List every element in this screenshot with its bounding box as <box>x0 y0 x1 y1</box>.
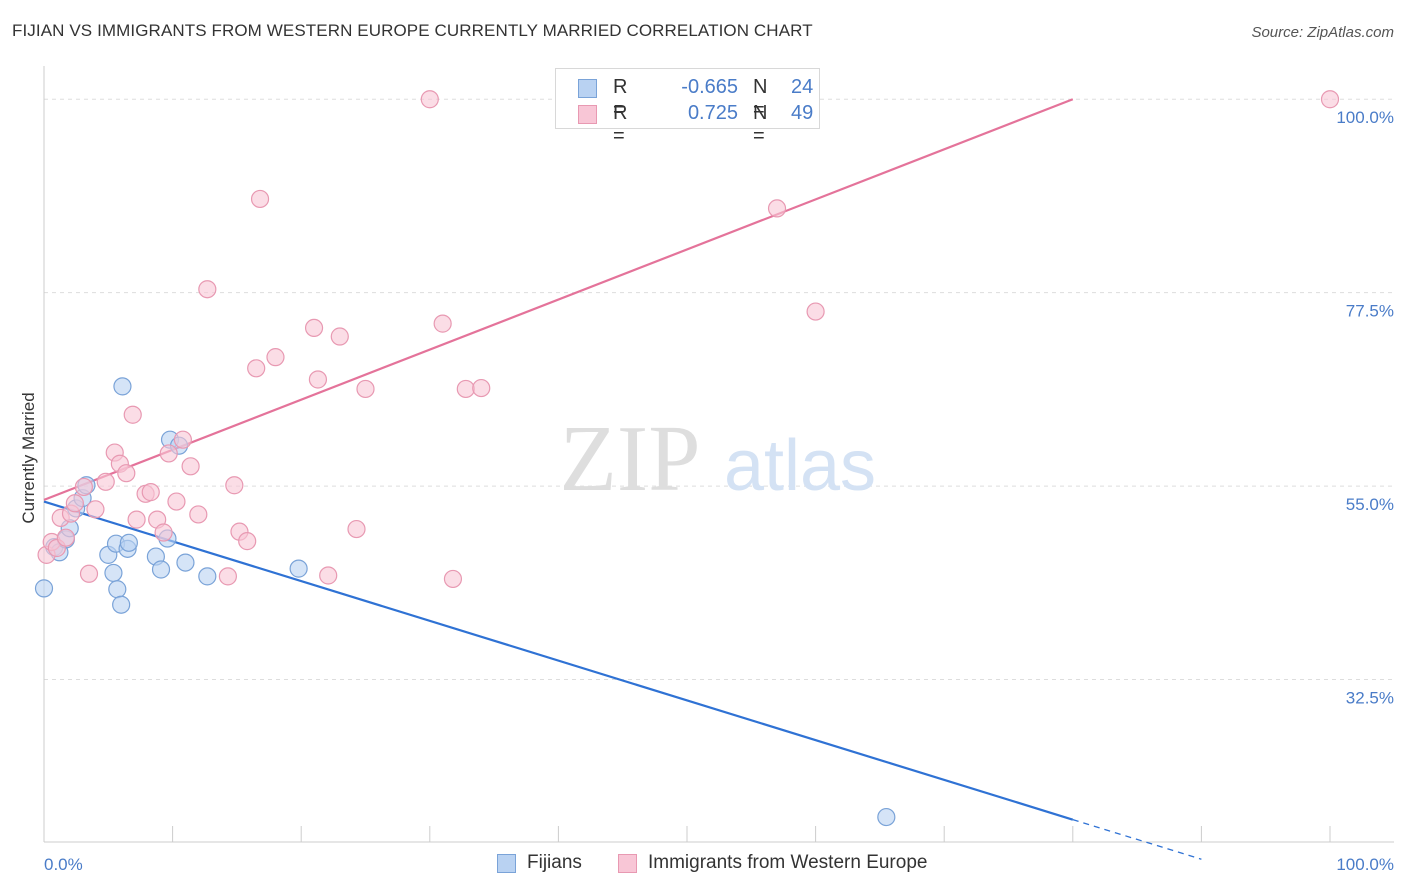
y-tick-label: 55.0% <box>1346 495 1394 514</box>
fijians-point <box>34 579 54 598</box>
immigrants-point <box>141 483 160 502</box>
immigrants-point <box>1320 90 1340 109</box>
n-label: N = <box>753 102 768 147</box>
immigrants-trend-line <box>43 98 1074 501</box>
immigrants-point <box>420 90 439 109</box>
r-value: 0.725 <box>687 102 738 124</box>
immigrants-point <box>96 472 115 491</box>
chart-title: FIJIAN VS IMMIGRANTS FROM WESTERN EUROPE… <box>12 21 813 40</box>
grid-lines <box>44 98 1394 681</box>
immigrants-point <box>154 523 173 542</box>
immigrants-point <box>181 457 200 476</box>
immigrants-point <box>319 566 338 585</box>
fijians-trend-line <box>43 500 1074 821</box>
correlation-legend: R = -0.665 N = 24 R = 0.725 N = 49 <box>555 68 820 147</box>
fijians-point <box>108 580 127 599</box>
series-legend: Fijians Immigrants from Western Europe <box>0 852 1406 878</box>
y-axis-title: Currently Married <box>19 392 38 523</box>
immigrants-point <box>472 378 491 398</box>
n-value: 49 <box>791 102 814 124</box>
fijians-point <box>877 807 896 827</box>
immigrants-point <box>127 510 146 529</box>
immigrants-point <box>443 569 463 589</box>
axes <box>43 66 1394 843</box>
source-label: Source: ZipAtlas.com <box>1251 24 1394 41</box>
immigrants-point <box>56 528 75 547</box>
fijians-point <box>151 560 171 579</box>
immigrants-point <box>117 464 136 483</box>
n-value: 24 <box>791 76 814 98</box>
fijians-point <box>289 559 308 578</box>
r-value: -0.665 <box>681 76 738 98</box>
immigrants-point <box>86 500 105 519</box>
immigrants-point <box>74 477 93 497</box>
immigrants-point <box>266 348 285 367</box>
fijians-point <box>104 563 123 583</box>
fijians-point <box>176 553 195 572</box>
immigrants-point <box>189 505 208 524</box>
immigrants-point <box>238 532 257 551</box>
immigrants-point <box>304 318 324 338</box>
immigrants-point <box>330 327 349 346</box>
fijians-point <box>112 595 131 614</box>
legend-label-immigrants: Immigrants from Western Europe <box>648 852 928 873</box>
immigrants-point <box>247 359 266 378</box>
immigrants-point <box>173 430 192 449</box>
fijians-trend-extension <box>1072 819 1202 860</box>
immigrants-point <box>433 314 452 333</box>
immigrants-swatch <box>578 105 597 124</box>
immigrants-point <box>218 567 237 586</box>
r-label: R = <box>613 102 628 147</box>
immigrants-point <box>250 189 270 209</box>
x-tick-label-min: 0.0% <box>44 855 83 874</box>
fijians-point <box>198 567 217 586</box>
immigrants-point <box>347 519 366 539</box>
immigrants-point <box>225 476 244 495</box>
immigrants-point <box>308 370 328 389</box>
trend-lines <box>43 98 1202 860</box>
immigrants-point <box>167 492 186 511</box>
watermark-zip: ZIP <box>560 407 701 511</box>
fijians-legend-swatch <box>497 854 516 873</box>
y-tick-label: 100.0% <box>1336 108 1394 127</box>
immigrants-point <box>123 405 142 424</box>
immigrants-point <box>159 444 178 463</box>
y-tick-labels: 32.5% 55.0% 77.5% 100.0% <box>1336 108 1394 707</box>
immigrants-point <box>806 302 825 321</box>
legend-label-fijians: Fijians <box>527 852 582 873</box>
y-tick-label: 77.5% <box>1346 302 1394 321</box>
fijians-point <box>119 533 138 552</box>
r-label: R = <box>613 76 628 121</box>
watermark: ZIP atlas <box>560 407 877 511</box>
x-tick-label-max: 100.0% <box>1336 855 1394 874</box>
immigrants-point <box>356 379 375 399</box>
watermark-atlas: atlas <box>724 426 876 506</box>
immigrants-legend-swatch <box>618 854 637 873</box>
fijians-point <box>113 377 132 396</box>
data-points <box>34 90 1340 827</box>
immigrants-point <box>79 564 99 583</box>
immigrants-point <box>65 494 84 513</box>
y-tick-label: 32.5% <box>1346 689 1394 708</box>
fijians-swatch <box>578 79 597 98</box>
n-label: N = <box>753 76 768 121</box>
immigrants-point <box>767 199 787 218</box>
immigrants-point <box>456 379 475 399</box>
immigrants-point <box>198 280 217 299</box>
